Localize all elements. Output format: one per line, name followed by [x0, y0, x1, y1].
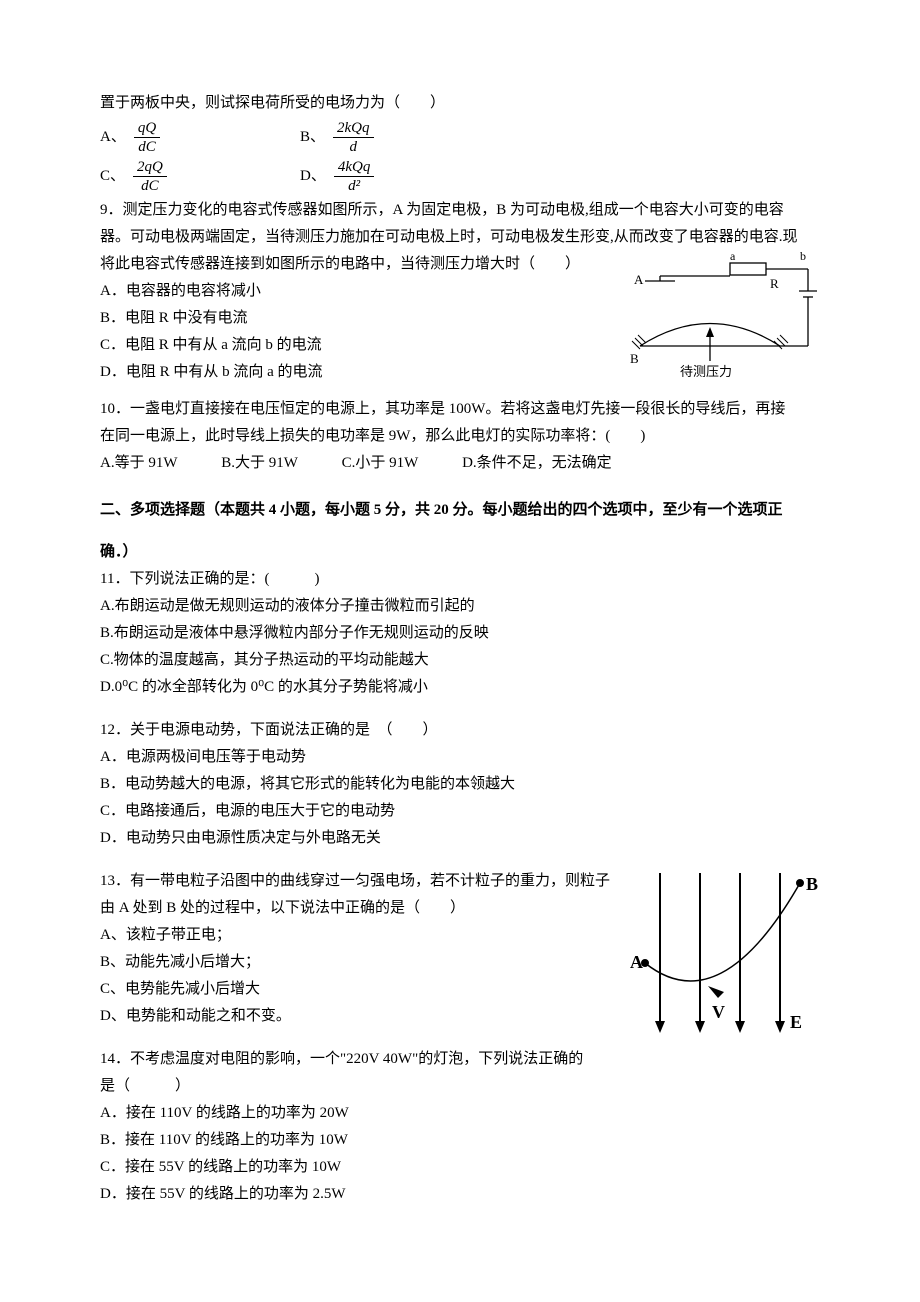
q12-stem: 12．关于电源电动势，下面说法正确的是 （ ）	[100, 717, 820, 744]
q10-opt-d: D.条件不足，无法确定	[462, 450, 612, 477]
q14-opt-a: A．接在 110V 的线路上的功率为 20W	[100, 1100, 820, 1127]
q9-stem-line1: 9．测定压力变化的电容式传感器如图所示，A 为固定电极，B 为可动电极,组成一个…	[100, 197, 820, 224]
q14-opt-c: C．接在 55V 的线路上的功率为 10W	[100, 1154, 820, 1181]
q8-opt-d: D、 4kQq d²	[300, 158, 376, 195]
q12-opt-a: A．电源两极间电压等于电动势	[100, 744, 820, 771]
label-b: b	[800, 251, 806, 263]
section2-heading-line1: 二、多项选择题（本题共 4 小题，每小题 5 分，共 20 分。每小题给出的四个…	[100, 497, 820, 524]
q9-circuit-figure: a b R A B 待测压力	[610, 251, 820, 381]
q11-opt-c: C.物体的温度越高，其分子热运动的平均动能越大	[100, 647, 820, 674]
q9-opt-c: C．电阻 R 中有从 a 流向 b 的电流	[100, 332, 600, 359]
q8-opts-row2: C、 2qQ dC D、 4kQq d²	[100, 158, 820, 195]
label-a: a	[730, 251, 736, 263]
q9-stem-line3: 将此电容式传感器连接到如图所示的电路中，当待测压力增大时（ ）	[100, 251, 600, 278]
q13-opt-c: C、电势能先减小后增大	[100, 976, 640, 1003]
q9-opt-d: D．电阻 R 中有从 b 流向 a 的电流	[100, 359, 600, 386]
numerator: 4kQq	[334, 158, 375, 177]
q14-opt-b: B．接在 110V 的线路上的功率为 10W	[100, 1127, 820, 1154]
q12-opt-b: B．电动势越大的电源，将其它形式的能转化为电能的本领越大	[100, 771, 820, 798]
q10-opt-b: B.大于 91W	[221, 450, 298, 477]
fraction: 2kQq d	[333, 119, 374, 156]
option-label: B、	[300, 124, 325, 151]
q8-opts-row1: A、 qQ dC B、 2kQq d	[100, 119, 820, 156]
q11-opt-d: D.0⁰C 的冰全部转化为 0⁰C 的水其分子势能将减小	[100, 674, 820, 701]
denominator: dC	[134, 138, 160, 156]
label-B: B	[806, 874, 818, 894]
q12-opt-d: D．电动势只由电源性质决定与外电路无关	[100, 825, 820, 852]
q13-stem-line1: 13．有一带电粒子沿图中的曲线穿过一匀强电场，若不计粒子的重力，则粒子	[100, 868, 640, 895]
fraction: qQ dC	[134, 119, 160, 156]
label-V: V	[712, 1002, 725, 1022]
q8-stem-tail: 置于两板中央，则试探电荷所受的电场力为（ ）	[100, 90, 820, 117]
label-R: R	[770, 276, 779, 291]
q8-opt-a: A、 qQ dC	[100, 119, 300, 156]
label-A: A	[630, 952, 643, 972]
numerator: 2qQ	[133, 158, 167, 177]
q10-opt-a: A.等于 91W	[100, 450, 178, 477]
denominator: dC	[137, 177, 163, 195]
q10-stem-line1: 10．一盏电灯直接接在电压恒定的电源上，其功率是 100W。若将这盏电灯先接一段…	[100, 396, 820, 423]
q11-opt-b: B.布朗运动是液体中悬浮微粒内部分子作无规则运动的反映	[100, 620, 820, 647]
fraction: 2qQ dC	[133, 158, 167, 195]
option-label: A、	[100, 124, 126, 151]
numerator: 2kQq	[333, 119, 374, 138]
option-label: C、	[100, 163, 125, 190]
q11-opt-a: A.布朗运动是做无规则运动的液体分子撞击微粒而引起的	[100, 593, 820, 620]
q8-opt-c: C、 2qQ dC	[100, 158, 300, 195]
section2-heading-line2: 确．）	[100, 539, 820, 566]
q13-opt-b: B、动能先减小后增大；	[100, 949, 640, 976]
label-B: B	[630, 351, 639, 366]
fraction: 4kQq d²	[334, 158, 375, 195]
q8-opt-b: B、 2kQq d	[300, 119, 376, 156]
numerator: qQ	[134, 119, 160, 138]
q14-stem-line2: 是（ ）	[100, 1073, 640, 1100]
q14-stem-line1: 14．不考虑温度对电阻的影响，一个"220V 40W"的灯泡，下列说法正确的	[100, 1046, 640, 1073]
label-E: E	[790, 1012, 802, 1032]
q13-opt-d: D、电势能和动能之和不变。	[100, 1003, 640, 1030]
q9-opt-a: A．电容器的电容将减小	[100, 278, 600, 305]
q13-stem-line2: 由 A 处到 B 处的过程中，以下说法中正确的是（ ）	[100, 895, 640, 922]
q12-opt-c: C．电路接通后，电源的电压大于它的电动势	[100, 798, 820, 825]
q9-opt-b: B．电阻 R 中没有电流	[100, 305, 600, 332]
option-label: D、	[300, 163, 326, 190]
pressure-caption: 待测压力	[680, 364, 732, 379]
q13-opt-a: A、该粒子带正电；	[100, 922, 640, 949]
denominator: d	[346, 138, 362, 156]
q11-stem: 11．下列说法正确的是：( )	[100, 566, 820, 593]
q10-stem-line2: 在同一电源上，此时导线上损失的电功率是 9W，那么此电灯的实际功率将：( )	[100, 423, 820, 450]
denominator: d²	[344, 177, 364, 195]
q10-options: A.等于 91W B.大于 91W C.小于 91W D.条件不足，无法确定	[100, 450, 820, 477]
q10-opt-c: C.小于 91W	[342, 450, 419, 477]
label-A: A	[634, 272, 644, 287]
q14-opt-d: D．接在 55V 的线路上的功率为 2.5W	[100, 1181, 820, 1208]
q9-stem-line2: 器。可动电极两端固定，当待测压力施加在可动电极上时，可动电极发生形变,从而改变了…	[100, 224, 820, 251]
q13-field-figure: A B V E	[630, 868, 820, 1038]
